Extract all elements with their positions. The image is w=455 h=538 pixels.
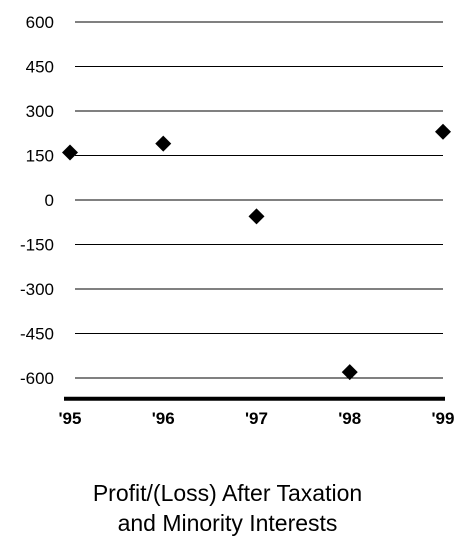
y-tick-label: -600 (20, 369, 54, 388)
x-tick-label: '95 (59, 409, 82, 428)
chart-title-line-1: Profit/(Loss) After Taxation (92, 480, 363, 506)
x-tick-label: '96 (152, 409, 175, 428)
y-tick-label: -150 (20, 236, 54, 255)
data-point (435, 123, 451, 140)
y-tick-label: 300 (26, 102, 54, 121)
gridlines (75, 21, 443, 379)
x-tick-label: '99 (432, 409, 455, 428)
data-point (155, 135, 172, 152)
x-axis-tick-labels: '95 '96 '97 '98 '99 (59, 409, 455, 428)
data-point (62, 144, 78, 161)
chart-title: Profit/(Loss) After Taxation and Minorit… (0, 478, 455, 538)
y-tick-label: 450 (26, 58, 54, 77)
y-tick-label: 150 (26, 147, 54, 166)
y-axis-tick-labels: 600 450 300 150 0 -150 -300 -450 -600 (20, 13, 54, 388)
x-tick-label: '97 (245, 409, 268, 428)
y-tick-label: -450 (20, 325, 54, 344)
chart-title-line-2: and Minority Interests (117, 510, 338, 536)
data-point (248, 208, 265, 225)
data-points (62, 123, 451, 381)
x-tick-label: '98 (338, 409, 361, 428)
y-tick-label: 0 (45, 191, 54, 210)
y-tick-label: 600 (26, 13, 54, 32)
y-tick-label: -300 (20, 280, 54, 299)
data-point (341, 364, 358, 381)
